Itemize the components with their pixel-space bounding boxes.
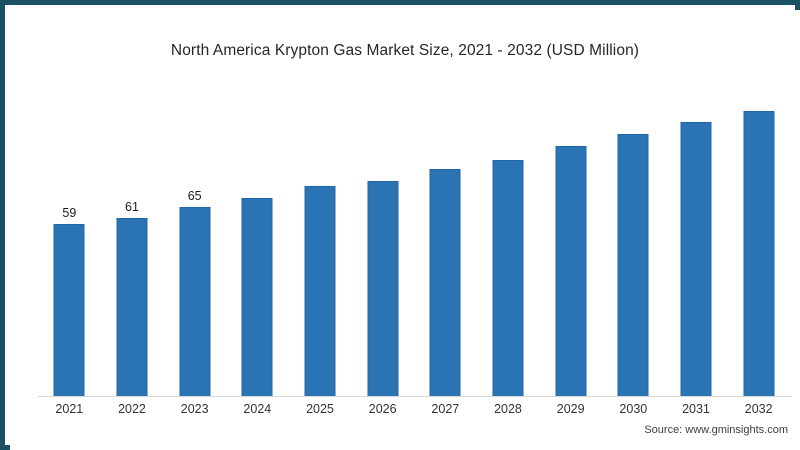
bar-slot: 65 (163, 70, 226, 396)
bar-slot: 59 (38, 70, 101, 396)
bar-2032[interactable] (743, 110, 775, 396)
source-note: Source: www.gminsights.com (644, 424, 788, 436)
chart-title: North America Krypton Gas Market Size, 2… (170, 42, 640, 59)
x-tick-2028: 2028 (494, 402, 522, 416)
bar-slot (477, 70, 540, 396)
bar-slot (602, 70, 665, 396)
plot-area: 59 61 65 (38, 70, 790, 396)
bar-2031[interactable] (680, 122, 712, 396)
bar-2025[interactable] (304, 186, 336, 396)
x-tick-2029: 2029 (556, 402, 585, 416)
bar-value-label-2021: 59 (62, 206, 77, 221)
x-tick-2030: 2030 (619, 402, 648, 416)
x-tick-2025: 2025 (306, 402, 334, 416)
bar-slot (351, 70, 414, 396)
bar-2028[interactable] (492, 160, 524, 396)
bar-2029[interactable] (555, 145, 587, 396)
bar-2022[interactable]: 61 (116, 200, 148, 396)
bar-slot (539, 70, 602, 396)
bar-2030[interactable] (617, 134, 649, 396)
bar-2026[interactable] (367, 180, 399, 396)
bar-2027[interactable] (429, 168, 461, 396)
x-tick-2024: 2024 (243, 402, 272, 416)
x-tick-2021: 2021 (55, 402, 84, 416)
bar-value-label-2022: 61 (125, 200, 139, 215)
bar-slot (414, 70, 477, 396)
bar-value-label-2023: 65 (187, 188, 202, 203)
bar-2024[interactable] (241, 198, 273, 396)
bar-2023[interactable]: 65 (179, 189, 211, 396)
bar-slot (727, 70, 790, 396)
bar-slot (665, 70, 728, 396)
x-axis-line (38, 396, 792, 397)
x-tick-2027: 2027 (431, 402, 460, 416)
bar-slot: 61 (101, 70, 164, 396)
chart-canvas: North America Krypton Gas Market Size, 2… (10, 10, 800, 450)
x-tick-2023: 2023 (180, 402, 209, 416)
x-tick-2022: 2022 (118, 402, 146, 416)
x-tick-2026: 2026 (368, 402, 397, 416)
bar-slot (289, 70, 352, 396)
bar-2021[interactable]: 59 (53, 206, 85, 396)
bar-slot (226, 70, 289, 396)
x-tick-2032: 2032 (744, 402, 773, 416)
x-axis-labels: 2021 2022 2023 2024 2025 2026 2027 2028 2029 2030… (38, 402, 790, 424)
x-tick-2031: 2031 (682, 402, 710, 416)
